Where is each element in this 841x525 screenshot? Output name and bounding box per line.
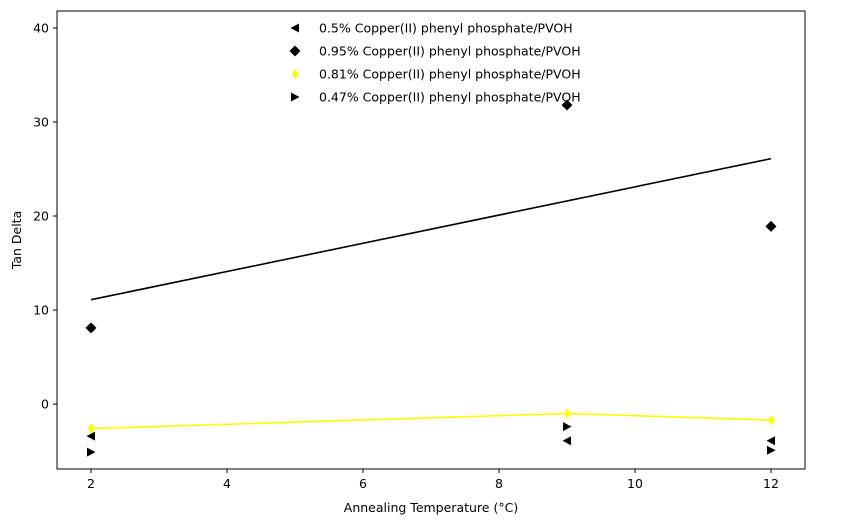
- legend-marker-0: [290, 23, 299, 33]
- series-1-point: [85, 322, 97, 334]
- x-tick-label: 4: [223, 476, 231, 491]
- x-tick-label: 2: [87, 476, 95, 491]
- y-tick-label: 20: [33, 209, 49, 224]
- x-axis-label: Annealing Temperature (°C): [344, 500, 518, 515]
- legend: 0.5% Copper(II) phenyl phosphate/PVOH 0.9…: [289, 21, 581, 105]
- plot-frame: [56, 10, 806, 470]
- x-axis-ticks: 2 4 6 8 10 12: [87, 469, 779, 491]
- legend-label-0: 0.5% Copper(II) phenyl phosphate/PVOH: [319, 21, 573, 36]
- series-1-point: [765, 220, 777, 232]
- series-1-point: [561, 99, 573, 111]
- x-tick-label: 10: [627, 476, 643, 491]
- legend-marker-3: [291, 92, 300, 102]
- legend-marker-1: [289, 45, 301, 57]
- series-2-point: [87, 423, 95, 435]
- series-0-point: [562, 436, 571, 446]
- series-0-point: [86, 431, 95, 441]
- series-2-point: [563, 408, 571, 420]
- legend-label-1: 0.95% Copper(II) phenyl phosphate/PVOH: [319, 44, 581, 59]
- series-markers: [85, 99, 777, 457]
- y-tick-label: 40: [33, 20, 49, 35]
- y-axis-label: Tan Delta: [9, 211, 24, 270]
- x-tick-label: 12: [763, 476, 779, 491]
- x-tick-label: 6: [359, 476, 367, 491]
- legend-label-2: 0.81% Copper(II) phenyl phosphate/PVOH: [319, 67, 581, 82]
- series-3-point: [767, 445, 776, 455]
- y-tick-label: 0: [41, 397, 49, 412]
- legend-label-3: 0.47% Copper(II) phenyl phosphate/PVOH: [319, 90, 581, 105]
- series-1-fit-line: [90, 157, 772, 301]
- legend-marker-2: [291, 68, 299, 80]
- plot-area: [57, 11, 805, 469]
- series-0-point: [766, 436, 775, 446]
- y-tick-label: 10: [33, 303, 49, 318]
- x-tick-label: 8: [495, 476, 503, 491]
- series-3-point: [87, 447, 96, 457]
- y-tick-label: 30: [33, 114, 49, 129]
- series-3-point: [563, 422, 572, 432]
- y-axis-ticks: 0 10 20 30 40: [33, 20, 57, 412]
- series-2-point: [767, 414, 775, 426]
